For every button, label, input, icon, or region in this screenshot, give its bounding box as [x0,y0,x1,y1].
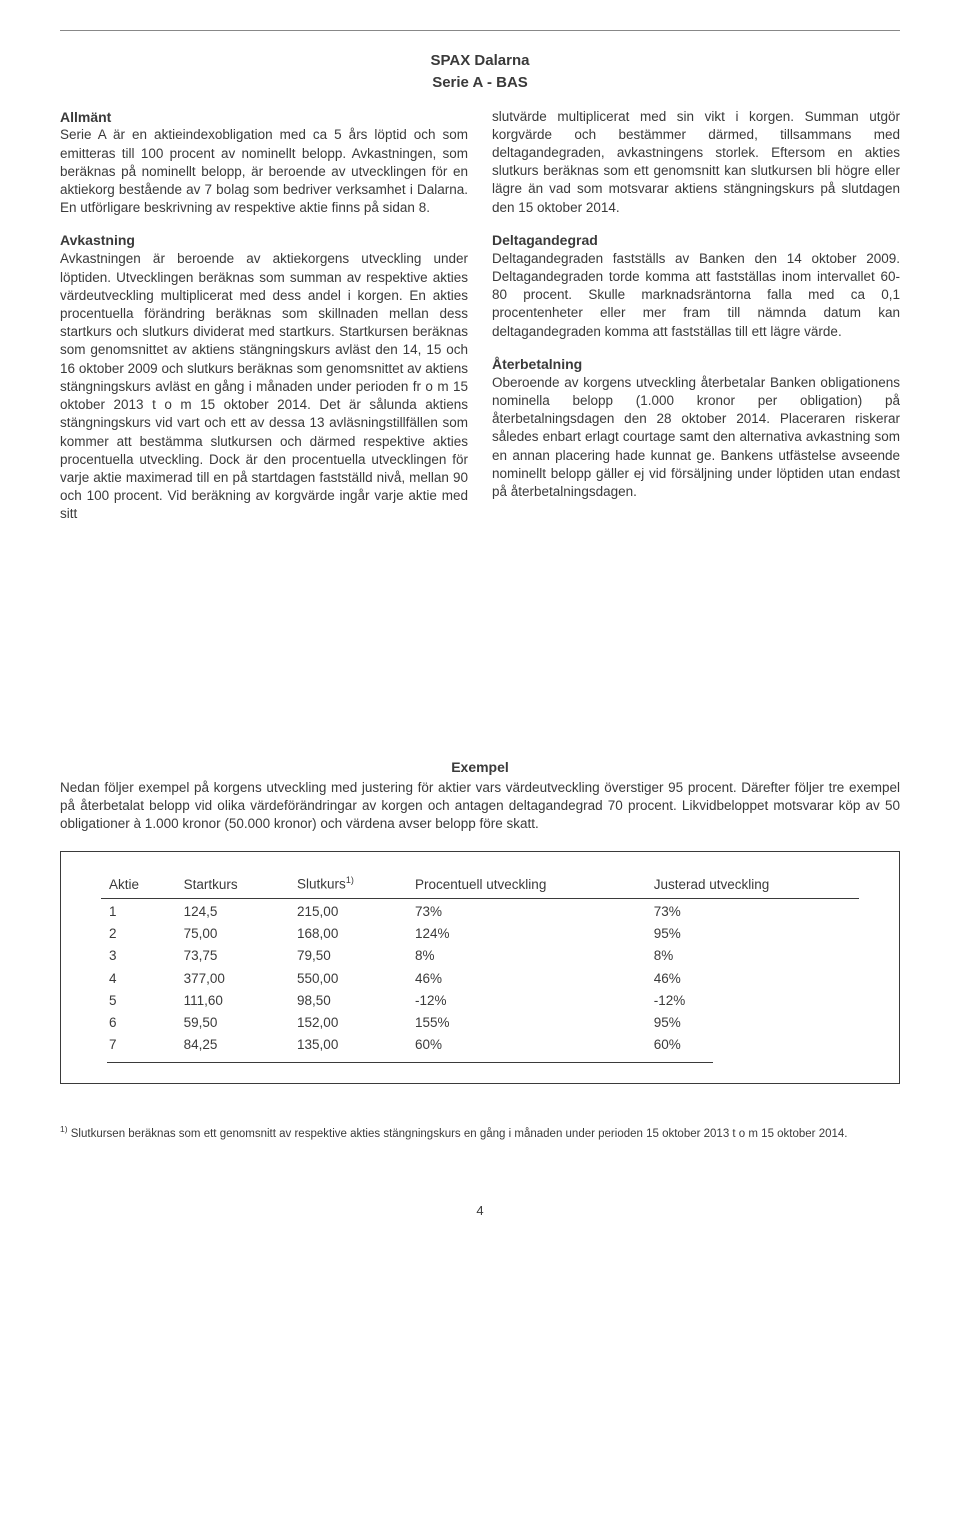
para-slutvarde: slutvärde multiplicerat med sin vikt i k… [492,108,900,217]
table-frame: Aktie Startkurs Slutkurs1) Procentuell u… [60,851,900,1084]
table-row: 5111,6098,50-12%-12% [101,990,859,1012]
table-cell: 60% [407,1034,646,1056]
table-cell: 8% [646,945,859,967]
left-column: Allmänt Serie A är en aktieindexobligati… [60,108,468,538]
table-header-row: Aktie Startkurs Slutkurs1) Procentuell u… [101,872,859,898]
table-row: 275,00168,00124%95% [101,923,859,945]
table-cell: 111,60 [176,990,289,1012]
col-justerad: Justerad utveckling [646,872,859,898]
footnote-sup: 1) [60,1124,68,1134]
exempel-section: Exempel Nedan följer exempel på korgens … [60,758,900,1143]
page-number: 4 [60,1202,900,1220]
table-row: 373,7579,508%8% [101,945,859,967]
heading-avkastning: Avkastning [60,231,468,250]
col-aktie: Aktie [101,872,176,898]
table-bottom-rule [107,1062,713,1063]
table-cell: 60% [646,1034,859,1056]
table-cell: 6 [101,1012,176,1034]
footnote: 1) Slutkursen beräknas som ett genomsnit… [60,1124,900,1142]
table-cell: 5 [101,990,176,1012]
para-avkastning: Avkastningen är beroende av aktiekorgens… [60,250,468,523]
table-cell: 550,00 [289,968,407,990]
col-startkurs: Startkurs [176,872,289,898]
table-cell: 3 [101,945,176,967]
right-column: slutvärde multiplicerat med sin vikt i k… [492,108,900,538]
table-cell: -12% [407,990,646,1012]
table-cell: 84,25 [176,1034,289,1056]
table-cell: 124,5 [176,898,289,923]
table-cell: 135,00 [289,1034,407,1056]
table-cell: -12% [646,990,859,1012]
table-cell: 124% [407,923,646,945]
table-cell: 152,00 [289,1012,407,1034]
table-cell: 4 [101,968,176,990]
table-cell: 377,00 [176,968,289,990]
table-cell: 73% [646,898,859,923]
exempel-intro: Nedan följer exempel på korgens utveckli… [60,779,900,834]
table-cell: 95% [646,923,859,945]
col-slutkurs-label: Slutkurs [297,877,346,892]
table-cell: 2 [101,923,176,945]
table-cell: 168,00 [289,923,407,945]
table-cell: 1 [101,898,176,923]
table-body: 1124,5215,0073%73%275,00168,00124%95%373… [101,898,859,1056]
table-cell: 73,75 [176,945,289,967]
heading-allmant: Allmänt [60,108,468,127]
para-aterbetalning: Oberoende av korgens utveckling återbeta… [492,374,900,502]
document-subtitle: Serie A - BAS [60,73,900,93]
table-cell: 46% [407,968,646,990]
table-cell: 46% [646,968,859,990]
table-cell: 8% [407,945,646,967]
heading-deltagandegrad: Deltagandegrad [492,231,900,250]
col-procentuell: Procentuell utveckling [407,872,646,898]
two-column-layout: Allmänt Serie A är en aktieindexobligati… [60,108,900,538]
table-row: 784,25135,0060%60% [101,1034,859,1056]
table-cell: 7 [101,1034,176,1056]
table-cell: 79,50 [289,945,407,967]
exempel-title: Exempel [60,758,900,777]
table-cell: 215,00 [289,898,407,923]
table-row: 659,50152,00155%95% [101,1012,859,1034]
para-allmant: Serie A är en aktieindexobligation med c… [60,126,468,217]
table-cell: 98,50 [289,990,407,1012]
footnote-text: Slutkursen beräknas som ett genomsnitt a… [68,1128,848,1140]
table-cell: 73% [407,898,646,923]
table-cell: 59,50 [176,1012,289,1034]
table-cell: 155% [407,1012,646,1034]
table-cell: 75,00 [176,923,289,945]
data-table: Aktie Startkurs Slutkurs1) Procentuell u… [101,872,859,1056]
document-title: SPAX Dalarna [60,51,900,71]
table-row: 1124,5215,0073%73% [101,898,859,923]
col-slutkurs-sup: 1) [346,875,354,885]
table-cell: 95% [646,1012,859,1034]
para-deltagandegrad: Deltagandegraden fastställs av Banken de… [492,250,900,341]
col-slutkurs: Slutkurs1) [289,872,407,898]
heading-aterbetalning: Återbetalning [492,355,900,374]
top-horizontal-rule [60,30,900,31]
table-row: 4377,00550,0046%46% [101,968,859,990]
